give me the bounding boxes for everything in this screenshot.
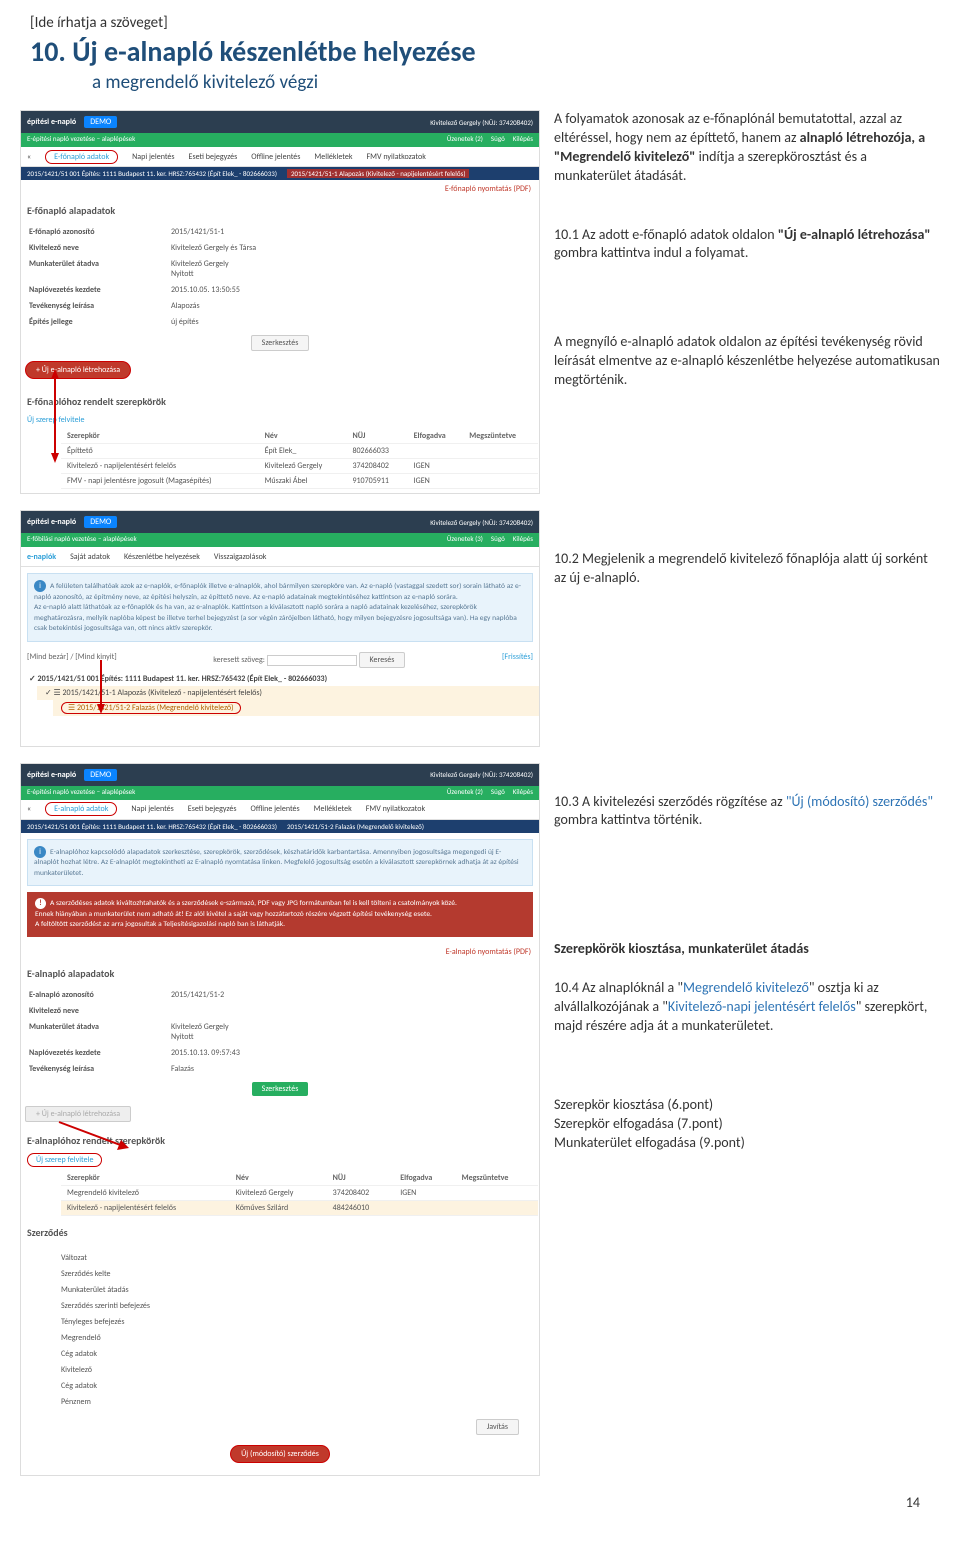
screenshot-e-naplok-list: építési e-napló DEMO Kivitelező Gergely …: [20, 510, 540, 747]
info-box: iE-alnaplóhoz kapcsolódó alapadatok szer…: [27, 839, 533, 887]
section-alapadatok: E-főnapló alapadatok: [21, 198, 539, 223]
para-1: A folyamatok azonosak az e-főnaplónál be…: [554, 110, 940, 186]
add-role-link[interactable]: Új szerep felvitele: [27, 415, 84, 425]
tree-fonaplo-row[interactable]: ✓ ☰ 2015/1421/51-1 Alapozás (Kivitelező …: [37, 686, 539, 700]
refresh-link[interactable]: [Frissítés]: [502, 652, 533, 668]
messages-link[interactable]: Üzenetek (2): [447, 134, 483, 146]
contract-table: Változat Szerződés kelte Munkaterület át…: [51, 1249, 517, 1411]
edit-button[interactable]: Szerkesztés: [252, 1082, 309, 1096]
pdf-link[interactable]: E-alnapló nyomtatás (PDF): [21, 943, 539, 961]
app-logo: építési e-napló: [27, 117, 76, 127]
tab-eseti[interactable]: Eseti bejegyzés: [189, 152, 238, 162]
tab-offline[interactable]: Offline jelentés: [251, 152, 300, 162]
header-placeholder: [Ide írhatja a szöveget]: [30, 14, 930, 32]
page-number: 14: [0, 1484, 960, 1521]
section-alapadatok: E-alnapló alapadatok: [21, 961, 539, 986]
tab-bar: « E-főnapló adatok Napi jelentés Eseti b…: [21, 147, 539, 167]
tab-mellekletek[interactable]: Mellékletek: [314, 152, 352, 162]
new-contract-button[interactable]: Új (módosító) szerződés: [230, 1445, 330, 1463]
pdf-link[interactable]: E-főnapló nyomtatás (PDF): [21, 180, 539, 198]
warning-icon: !: [35, 898, 46, 909]
alapadatok-table: E-főnapló azonosító2015/1421/51-1 Kivite…: [21, 223, 539, 331]
create-alnaplo-button[interactable]: + Új e-alnapló létrehozása: [25, 1106, 131, 1122]
user-name: Kivitelező Gergely (NÜJ: 374208402): [430, 118, 533, 127]
info-icon: i: [34, 580, 46, 592]
section-szerepkorok: E-alnaplóhoz rendelt szerepkörök: [21, 1128, 539, 1153]
roles-table: SzerepkörNévNÜJElfogadvaMegszüntetve Meg…: [61, 1171, 538, 1216]
alapadatok-table: E-alnapló azonosító2015/1421/51-2 Kivite…: [21, 986, 539, 1078]
search-input[interactable]: [267, 655, 357, 666]
tab-napi-jelentes[interactable]: Napi jelentés: [132, 152, 174, 162]
info-box: iA felületen találhatóak azok az e-napló…: [27, 573, 533, 642]
messages-link[interactable]: Üzenetek (3): [447, 534, 483, 546]
para-6: Szerepkörök kiosztása, munkaterület átad…: [554, 940, 940, 959]
tree-naplo-row[interactable]: ✓ 2015/1421/51 001 Építés: 1111 Budapest…: [21, 672, 539, 686]
tab-back[interactable]: «: [27, 152, 31, 162]
expand-collapse-link[interactable]: [Mind bezár] / [Mind kinyit]: [27, 652, 117, 668]
tab-fmv[interactable]: FMV nyilatkozatok: [367, 152, 426, 162]
warning-box: !A szerződéses adatok kiváltozhtahatók é…: [27, 892, 533, 937]
section-szerepkorok: E-főnaplóhoz rendelt szerepkörök: [21, 389, 539, 414]
para-2: 10.1 Az adott e-főnapló adatok oldalon "…: [554, 226, 940, 264]
fix-button[interactable]: Javítás: [476, 1419, 519, 1435]
tree-alnaplo-row[interactable]: ☰ 2015/1421/51-2 Falazás (Megrendelő kiv…: [53, 700, 539, 716]
chapter-title: 10. Új e-alnapló készenlétbe helyezése: [30, 34, 930, 69]
create-alnaplo-button[interactable]: + Új e-alnapló létrehozása: [25, 361, 131, 379]
search-button[interactable]: Keresés: [359, 652, 406, 668]
para-7: 10.4 Az alnaplóknál a "Megrendelő kivite…: [554, 979, 940, 1036]
para-3: A megnyíló e-alnapló adatok oldalon az é…: [554, 333, 940, 390]
para-5: 10.3 A kivitelezési szerződés rögzítése …: [554, 793, 940, 831]
tab-fonaplo-adatok[interactable]: E-főnapló adatok: [45, 150, 118, 164]
para-8: Szerepkör kiosztása (6.pont) Szerepkör e…: [554, 1096, 940, 1153]
screenshot-fonaplo-adatok: építési e-napló DEMO Kivitelező Gergely …: [20, 110, 540, 494]
add-role-link[interactable]: Új szerep felvitele: [27, 1153, 102, 1167]
roles-table: SzerepkörNévNÜJElfogadvaMegszüntetve Épí…: [61, 429, 538, 489]
section-szerzodes: Szerződés: [21, 1220, 539, 1245]
tab-alnaplo-adatok[interactable]: E-alnapló adatok: [45, 802, 117, 816]
tab-enaplok[interactable]: e-naplók: [27, 552, 56, 562]
screenshot-alnaplo-adatok: építési e-napló DEMO Kivitelező Gergely …: [20, 763, 540, 1476]
logout-link[interactable]: Kilépés: [513, 134, 533, 146]
chapter-subtitle: a megrendelő kivitelező végzi: [92, 71, 930, 94]
info-icon: i: [34, 846, 46, 858]
edit-button[interactable]: Szerkesztés: [251, 335, 310, 351]
para-4: 10.2 Megjelenik a megrendelő kivitelező …: [554, 550, 940, 588]
help-link[interactable]: Súgó: [491, 134, 505, 146]
demo-badge: DEMO: [84, 116, 117, 128]
